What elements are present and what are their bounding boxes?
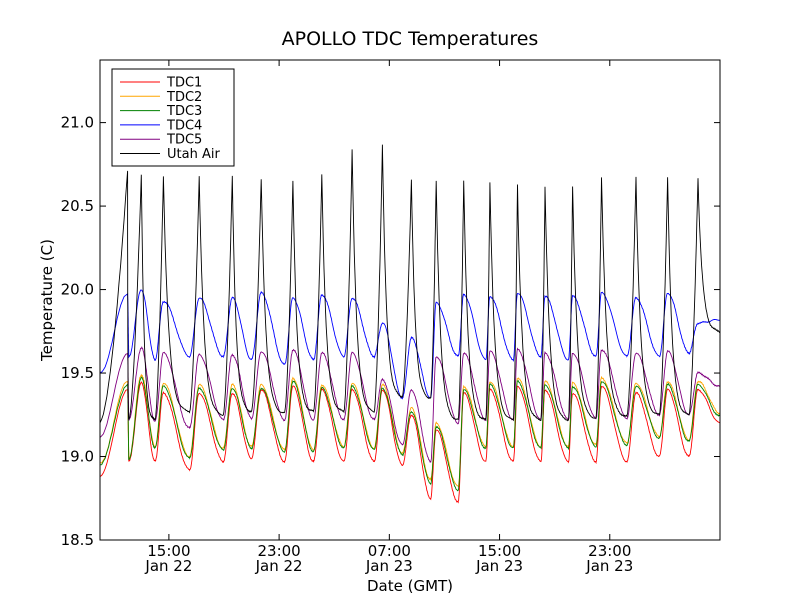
series-line-utah-air <box>99 144 721 424</box>
x-tick-date-label: Jan 23 <box>365 557 413 575</box>
plot-frame <box>99 59 721 541</box>
y-tick-label: 21.0 <box>61 114 94 132</box>
y-axis-label: Temperature (C) <box>38 239 56 362</box>
y-tick-label: 19.0 <box>61 448 94 466</box>
x-tick-time-label: 15:00 <box>147 542 190 560</box>
x-tick-date-label: Jan 22 <box>144 557 192 575</box>
legend-label-tdc2: TDC2 <box>166 90 202 105</box>
x-tick-time-label: 07:00 <box>368 542 411 560</box>
x-tick-date-label: Jan 23 <box>585 557 633 575</box>
series-layer <box>99 144 721 504</box>
y-tick-label: 20.5 <box>61 197 94 215</box>
series-line-tdc3 <box>99 376 721 492</box>
legend-label-utah-air: Utah Air <box>167 147 220 162</box>
legend-label-tdc3: TDC3 <box>166 104 202 119</box>
legend-label-tdc5: TDC5 <box>166 133 202 148</box>
x-tick-date-label: Jan 23 <box>475 557 523 575</box>
y-tick-label: 20.0 <box>61 281 94 299</box>
legend-label-tdc1: TDC1 <box>166 76 202 91</box>
series-line-tdc4 <box>99 289 721 400</box>
series-line-tdc5 <box>99 346 721 463</box>
x-tick-time-label: 23:00 <box>588 542 631 560</box>
x-axis-label: Date (GMT) <box>367 577 453 595</box>
x-tick-date-label: Jan 22 <box>255 557 303 575</box>
y-tick-label: 19.5 <box>61 364 94 382</box>
x-tick-time-label: 15:00 <box>478 542 521 560</box>
y-tick-label: 18.5 <box>61 531 94 549</box>
legend-box <box>111 68 235 167</box>
x-tick-time-label: 23:00 <box>257 542 300 560</box>
chart-title: APOLLO TDC Temperatures <box>282 28 539 50</box>
legend-label-tdc4: TDC4 <box>166 118 202 133</box>
series-line-tdc1 <box>99 381 721 504</box>
series-line-tdc2 <box>99 373 721 488</box>
